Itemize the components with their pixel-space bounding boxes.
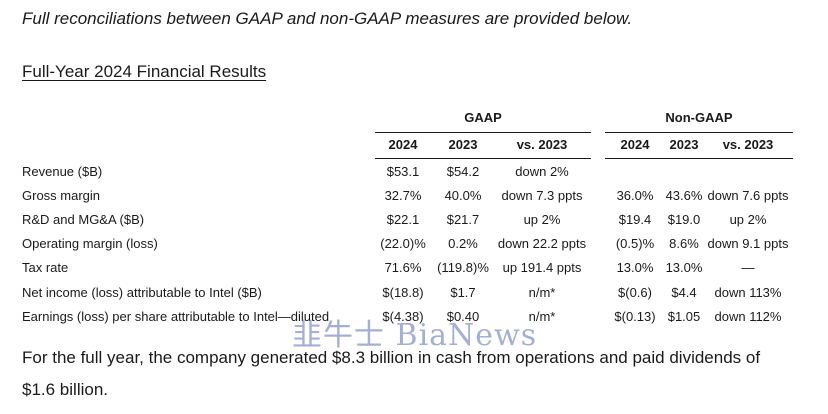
table-cell: $19.4 [618,212,652,227]
gaap-header-rule [375,158,591,159]
table-cell: 0.2% [448,236,478,251]
col-header-gaap-2024: 2024 [388,137,418,152]
closing-paragraph: For the full year, the company generated… [22,348,761,399]
table-cell: down 9.1 ppts [707,236,789,251]
table-cell: $53.1 [386,164,420,179]
table-cell: down 22.2 ppts [497,236,587,251]
row-label: Earnings (loss) per share attributable t… [22,309,330,324]
table-cell: $22.1 [386,212,420,227]
col-header-gaap-vs-2023: vs. 2023 [516,137,568,152]
table-cell: 36.0% [616,188,654,203]
table-cell: 13.0% [665,260,703,275]
table-cell: down 7.3 ppts [501,188,583,203]
table-cell: down 112% [714,309,782,324]
table-cell: up 191.4 ppts [502,260,582,275]
section-title: Full-Year 2024 Financial Results [22,62,267,81]
table-cell: 32.7% [384,188,422,203]
intro-text: Full reconciliations between GAAP and no… [22,9,633,28]
table-cell: $1.05 [667,309,701,324]
table-row: Tax rate 71.6% (119.8)% up 191.4 ppts 13.0% 1… [0,260,828,282]
table-cell: up 2% [729,212,767,227]
table-cell: — [741,260,755,275]
non-gaap-group-header: Non-GAAP [605,110,793,133]
table-cell: $21.7 [446,212,480,227]
table-cell: (119.8)% [437,260,489,275]
gaap-group-header: GAAP [375,110,591,133]
table-cell: $54.2 [446,164,480,179]
col-header-gaap-2023: 2023 [448,137,478,152]
table-cell: $0.40 [446,309,480,324]
table-row: Net income (loss) attributable to Intel … [0,285,828,307]
table-cell: $(4.38) [382,309,424,324]
table-cell: n/m* [528,285,556,300]
table-row: Earnings (loss) per share attributable t… [0,309,828,331]
table-cell: down 113% [714,285,782,300]
table-row: Revenue ($B) $53.1 $54.2 down 2% [0,164,828,186]
col-header-nongaap-2024: 2024 [620,137,650,152]
col-header-nongaap-2023: 2023 [669,137,699,152]
table-cell: 8.6% [669,236,699,251]
table-cell: n/m* [528,309,556,324]
table-cell: $1.7 [450,285,476,300]
table-cell: up 2% [523,212,561,227]
row-label: R&D and MG&A ($B) [22,212,145,227]
table-cell: $4.4 [671,285,697,300]
row-label: Tax rate [22,260,69,275]
table-cell: (22.0)% [380,236,426,251]
table-row: Gross margin 32.7% 40.0% down 7.3 ppts 36.0%… [0,188,828,210]
table-cell: $19.0 [667,212,701,227]
table-cell: $(18.8) [382,285,424,300]
table-cell: 13.0% [616,260,654,275]
table-cell: 40.0% [444,188,482,203]
row-label: Operating margin (loss) [22,236,158,251]
table-cell: (0.5)% [615,236,655,251]
table-cell: $(0.6) [618,285,652,300]
table-cell: 71.6% [384,260,422,275]
table-cell: $(0.13) [614,309,656,324]
row-label: Gross margin [22,188,101,203]
table-cell: down 7.6 ppts [707,188,789,203]
row-label: Revenue ($B) [22,164,103,179]
table-row: R&D and MG&A ($B) $22.1 $21.7 up 2% $19.4 $19… [0,212,828,234]
table-cell: 43.6% [665,188,703,203]
non-gaap-header-rule [605,158,793,159]
col-header-nongaap-vs-2023: vs. 2023 [722,137,774,152]
table-row: Operating margin (loss) (22.0)% 0.2% down 2… [0,236,828,258]
table-cell: down 2% [515,164,569,179]
row-label: Net income (loss) attributable to Intel … [22,285,262,300]
